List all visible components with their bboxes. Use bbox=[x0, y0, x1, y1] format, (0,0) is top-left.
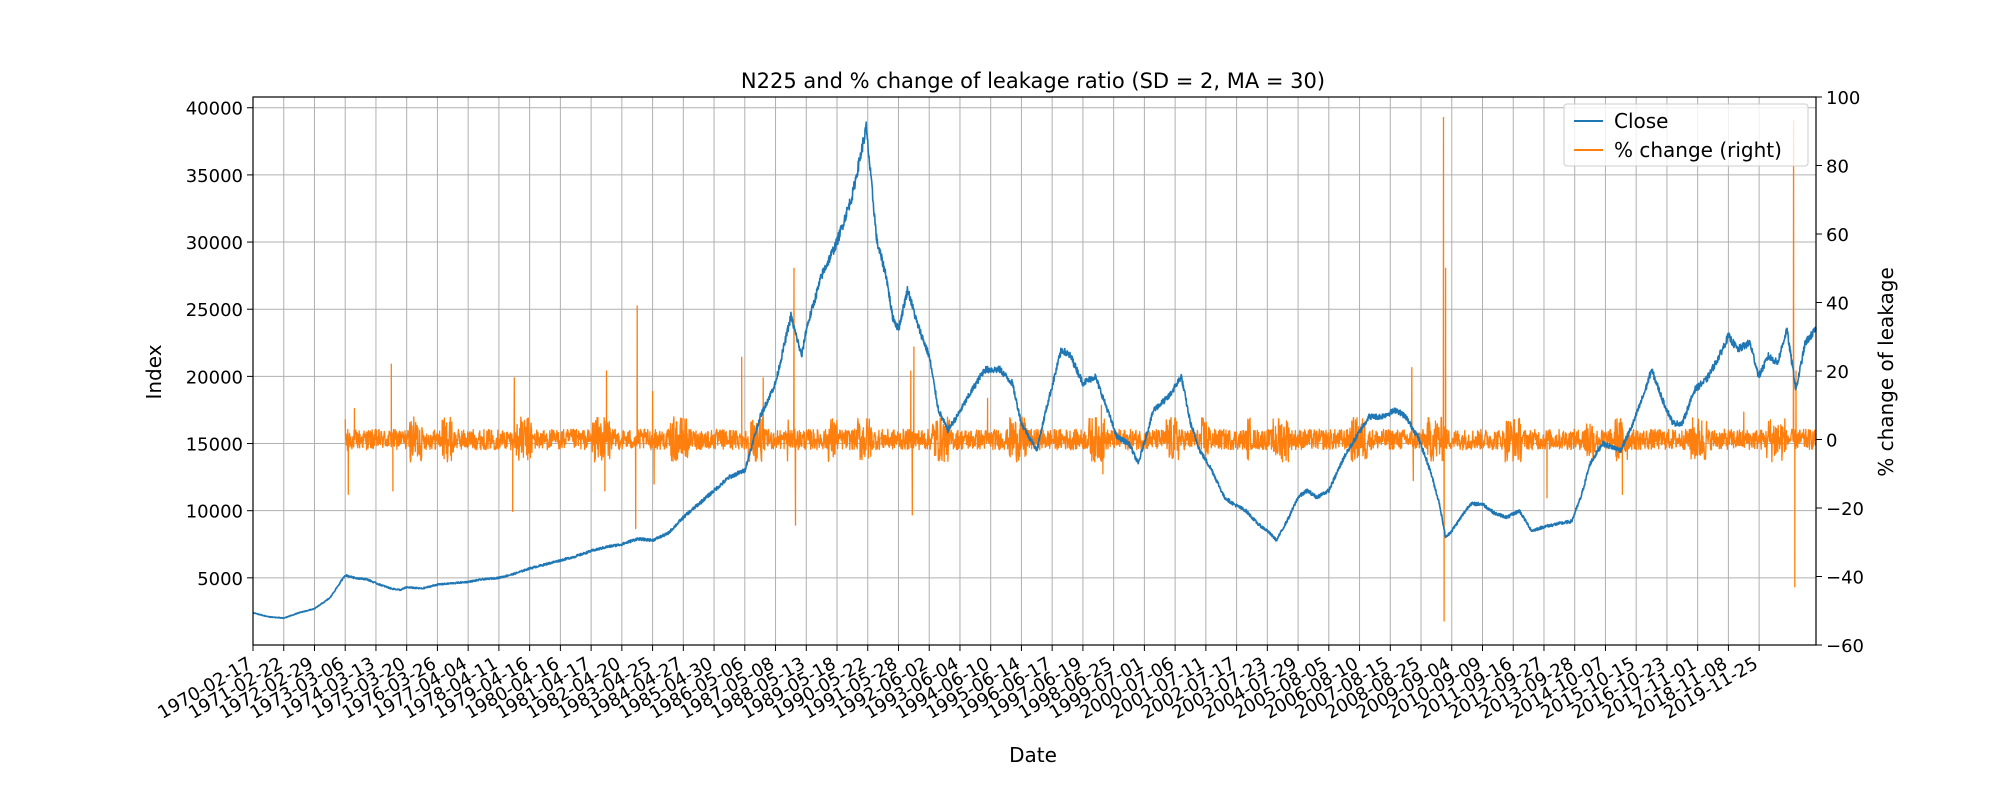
close-series bbox=[252, 121, 1817, 620]
y-right-tick-label: 40 bbox=[1826, 294, 1849, 315]
y-right-tick-label: −60 bbox=[1826, 636, 1864, 657]
y-left-tick-label: 25000 bbox=[186, 300, 243, 321]
x-axis-ticks: 1970-02-171971-02-221972-02-291973-03-06… bbox=[154, 645, 1762, 724]
legend-box bbox=[1563, 103, 1809, 167]
y-left-tick-label: 40000 bbox=[186, 99, 243, 120]
grid-lines bbox=[252, 97, 1816, 645]
right-y-axis-title: % change of leakage bbox=[1874, 267, 1898, 477]
y-left-tick-label: 15000 bbox=[186, 435, 243, 456]
left-y-axis-ticks: 5000 10000 15000 20000 25000 30000 35000 40000 bbox=[186, 99, 253, 590]
y-right-tick-label: 80 bbox=[1826, 157, 1849, 178]
y-left-tick-label: 35000 bbox=[186, 166, 243, 187]
percent-change-line bbox=[344, 116, 1817, 622]
y-left-tick-label: 20000 bbox=[186, 367, 243, 388]
y-right-tick-label: 0 bbox=[1826, 431, 1837, 452]
percent-change-series bbox=[344, 116, 1817, 622]
close-line bbox=[252, 121, 1817, 620]
y-right-tick-label: 60 bbox=[1826, 225, 1849, 246]
y-right-tick-label: −40 bbox=[1826, 568, 1864, 589]
legend-label-percent-change: % change (right) bbox=[1614, 138, 1782, 162]
left-y-axis-title: Index bbox=[142, 344, 166, 399]
y-right-tick-label: 20 bbox=[1826, 362, 1849, 383]
y-right-tick-label: 100 bbox=[1826, 88, 1860, 109]
chart-title: N225 and % change of leakage ratio (SD =… bbox=[741, 69, 1325, 93]
legend: Close % change (right) bbox=[1563, 103, 1809, 167]
y-left-tick-label: 30000 bbox=[186, 233, 243, 254]
y-left-tick-label: 10000 bbox=[186, 502, 243, 523]
y-left-tick-label: 5000 bbox=[197, 569, 243, 590]
right-y-axis-ticks: −60 −40 −20 0 20 40 60 80 100 bbox=[1816, 88, 1864, 657]
y-right-tick-label: −20 bbox=[1826, 499, 1864, 520]
x-axis-title: Date bbox=[1009, 743, 1057, 767]
legend-label-close: Close bbox=[1614, 109, 1668, 133]
